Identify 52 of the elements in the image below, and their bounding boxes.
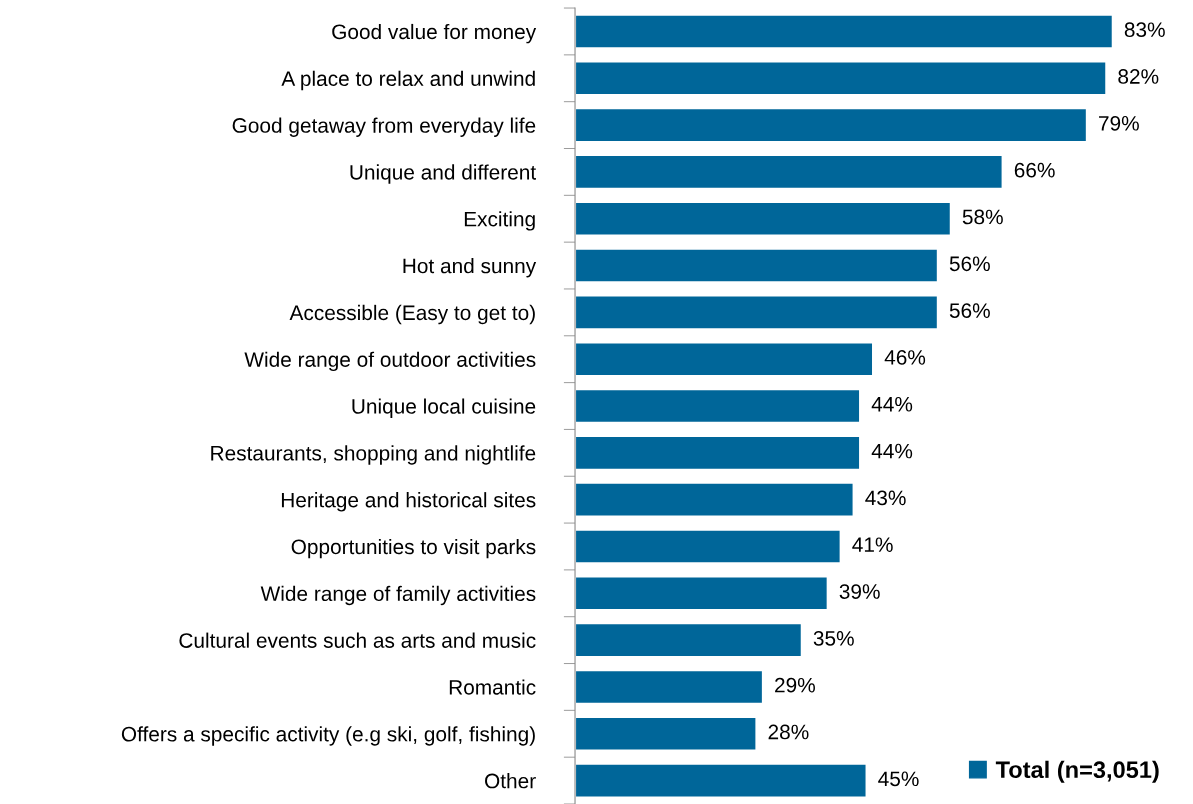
data-label: 83% xyxy=(1124,22,1165,38)
y-tick-label: Accessible (Easy to get to) xyxy=(289,304,535,325)
bar xyxy=(575,388,862,424)
y-tick-label: Unique local cuisine xyxy=(352,398,536,418)
data-label: 56% xyxy=(949,256,990,272)
bar xyxy=(575,247,939,284)
bar xyxy=(575,341,875,378)
data-label: 58% xyxy=(962,209,1003,225)
data-label: 35% xyxy=(813,630,854,646)
data-label: 82% xyxy=(1118,69,1159,84)
bar xyxy=(575,60,1108,97)
data-label: 45% xyxy=(878,771,919,787)
data-label: 46% xyxy=(884,350,926,365)
bar xyxy=(575,575,829,612)
data-label: 44% xyxy=(871,443,913,459)
y-tick-label: Romantic xyxy=(449,679,536,695)
bar xyxy=(575,669,764,705)
y-tick-label: Unique and different xyxy=(350,164,536,184)
bar xyxy=(575,622,803,659)
data-label: 56% xyxy=(949,303,990,318)
y-tick-label: A place to relax and unwind xyxy=(281,70,535,91)
data-label: 43% xyxy=(865,490,906,506)
bar xyxy=(575,481,855,518)
y-tick-label: Good getaway from everyday life xyxy=(232,117,536,137)
y-tick-label: Other xyxy=(485,773,536,789)
data-label: 79% xyxy=(1099,115,1139,131)
y-tick-label: Wide range of outdoor activities xyxy=(244,351,536,372)
data-label: 44% xyxy=(871,396,913,412)
y-tick-label: Good value for money xyxy=(332,23,537,44)
y-tick-label: Restaurants, shopping and nightlife xyxy=(211,445,536,465)
bar xyxy=(575,715,758,752)
bar xyxy=(575,154,1004,190)
legend-label: Total (n=3,051) xyxy=(995,760,1159,783)
data-label: 66% xyxy=(1014,162,1055,178)
bar xyxy=(575,294,939,331)
bar xyxy=(575,528,842,565)
y-tick-label: Opportunities to visit parks xyxy=(291,538,536,559)
bar xyxy=(575,434,862,471)
y-tick-label: Offers a specific activity (e.g ski, golf, fishing) xyxy=(121,726,535,746)
bar xyxy=(575,200,952,237)
data-label: 41% xyxy=(852,537,893,552)
bar xyxy=(575,107,1088,143)
y-tick-label: Cultural events such as arts and music xyxy=(179,632,536,648)
data-label: 39% xyxy=(839,584,880,599)
y-tick-label: Exciting xyxy=(464,211,535,231)
y-tick-label: Wide range of family activities xyxy=(260,585,536,606)
bar xyxy=(575,762,868,799)
data-label: 28% xyxy=(768,724,809,740)
y-tick-label: Hot and sunny xyxy=(403,258,537,278)
y-tick-label: Heritage and historical sites xyxy=(281,492,536,512)
bar xyxy=(575,13,1114,50)
data-label: 29% xyxy=(775,677,815,693)
